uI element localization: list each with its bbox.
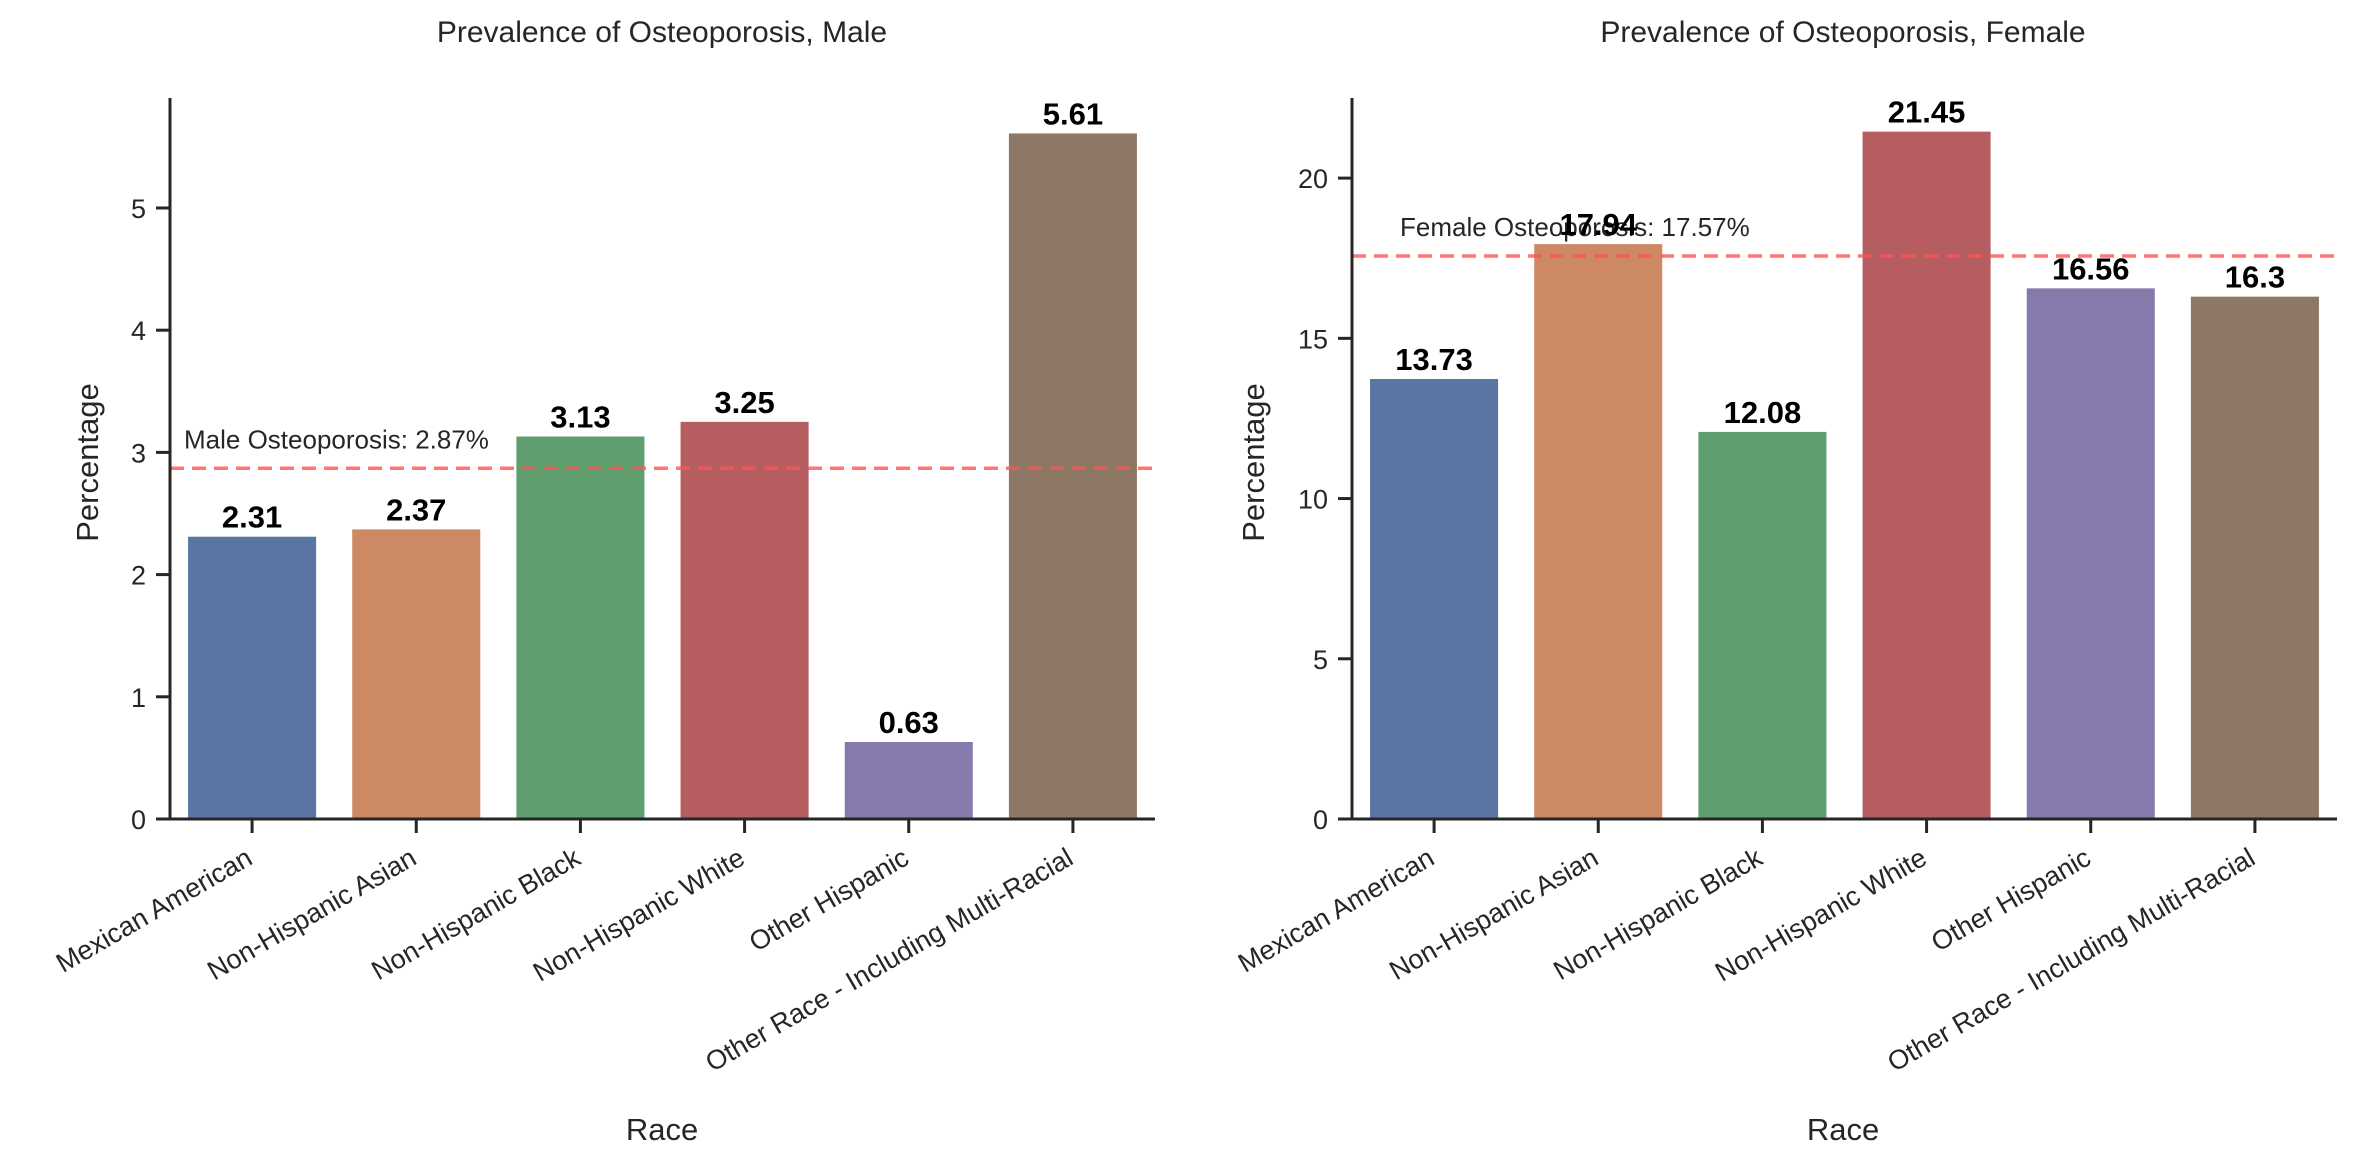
y-tick-label: 0 bbox=[131, 805, 146, 835]
bar-other-hispanic bbox=[844, 742, 973, 819]
bar-other-race-including-multi-racial bbox=[2190, 296, 2319, 820]
y-tick-label: 4 bbox=[131, 316, 146, 346]
data-label-non-hispanic-white: 21.45 bbox=[1888, 95, 1966, 130]
data-label-non-hispanic-asian: 2.37 bbox=[386, 492, 446, 527]
x-tick-label-other-hispanic: Other Hispanic bbox=[1926, 842, 2096, 957]
data-label-non-hispanic-asian: 17.94 bbox=[1559, 207, 1637, 242]
y-axis-label: Percentage bbox=[70, 383, 105, 542]
x-axis-label: Race bbox=[1807, 1112, 1879, 1147]
y-tick-label: 10 bbox=[1298, 485, 1328, 515]
bar-non-hispanic-black bbox=[1698, 431, 1827, 819]
data-label-other-hispanic: 16.56 bbox=[2052, 251, 2130, 286]
reference-line-label: Male Osteoporosis: 2.87% bbox=[184, 424, 489, 454]
y-tick-label: 0 bbox=[1313, 805, 1328, 835]
bar-other-race-including-multi-racial bbox=[1008, 133, 1137, 820]
chart-male: Prevalence of Osteoporosis, Male Male Ost… bbox=[51, 16, 1155, 1147]
y-tick-label: 1 bbox=[131, 683, 146, 713]
bar-non-hispanic-asian bbox=[1534, 244, 1663, 819]
chart-title: Prevalence of Osteoporosis, Male bbox=[437, 16, 887, 49]
x-axis-label: Race bbox=[626, 1112, 698, 1147]
chart-title: Prevalence of Osteoporosis, Female bbox=[1600, 16, 2085, 49]
reference-line-label: Female Osteoporosis: 17.57% bbox=[1400, 212, 1750, 242]
data-label-non-hispanic-black: 12.08 bbox=[1724, 395, 1802, 430]
data-label-mexican-american: 2.31 bbox=[222, 500, 282, 535]
bar-non-hispanic-asian bbox=[352, 529, 481, 819]
bar-non-hispanic-white bbox=[1862, 131, 1991, 819]
data-label-other-race-including-multi-racial: 5.61 bbox=[1043, 96, 1103, 131]
y-tick-label: 5 bbox=[1313, 645, 1328, 675]
bar-non-hispanic-white bbox=[680, 421, 809, 819]
x-tick-label-other-hispanic: Other Hispanic bbox=[744, 842, 914, 957]
data-label-other-hispanic: 0.63 bbox=[879, 705, 939, 740]
y-tick-label: 15 bbox=[1298, 324, 1328, 354]
data-label-non-hispanic-white: 3.25 bbox=[714, 385, 774, 420]
y-tick-label: 3 bbox=[131, 438, 146, 468]
data-label-non-hispanic-black: 3.13 bbox=[550, 400, 610, 435]
bar-non-hispanic-black bbox=[516, 436, 645, 819]
y-axis-label: Percentage bbox=[1236, 383, 1271, 542]
bar-other-hispanic bbox=[2026, 288, 2155, 819]
y-tick-label: 5 bbox=[131, 194, 146, 224]
data-label-mexican-american: 13.73 bbox=[1395, 342, 1473, 377]
y-tick-label: 2 bbox=[131, 561, 146, 591]
bar-mexican-american bbox=[1370, 379, 1499, 819]
data-label-other-race-including-multi-racial: 16.3 bbox=[2225, 260, 2285, 295]
chart-female: Prevalence of Osteoporosis, Female Female… bbox=[1233, 16, 2337, 1147]
bar-mexican-american bbox=[188, 536, 317, 819]
y-tick-label: 20 bbox=[1298, 164, 1328, 194]
